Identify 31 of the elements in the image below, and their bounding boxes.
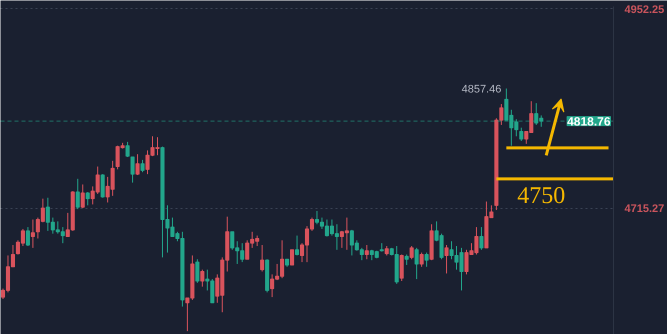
candlestick [130,156,135,184]
candlestick [30,219,35,248]
candlestick [260,244,264,272]
candlestick [364,244,369,260]
ref-line-label: 4818.76 [567,114,611,129]
ref-line-label: 4750 [517,182,566,209]
candlestick [424,252,429,268]
candlestick [410,246,414,260]
candlestick [384,246,389,256]
candlestick [126,141,130,158]
candlestick [140,159,145,173]
candlestick [195,258,200,284]
candlestick [76,178,80,210]
candlestick [26,226,30,247]
candlestick [444,244,449,274]
candlestick [420,252,424,268]
candlestick [404,254,409,266]
candlestick [400,254,404,282]
candlestick [414,247,419,280]
candlestick [294,235,300,256]
candlestick [100,174,105,198]
candlestick [86,192,90,206]
candlestick [136,154,140,176]
candlestick [479,226,484,250]
candlestick [80,184,85,209]
annotation: 4857.46 [462,84,502,96]
candlestick [290,249,294,266]
candlestick [519,127,524,142]
candlestick [200,269,204,288]
y-tick-label: 4952.25 [624,4,664,16]
y-tick-label: 4715.27 [624,203,664,216]
